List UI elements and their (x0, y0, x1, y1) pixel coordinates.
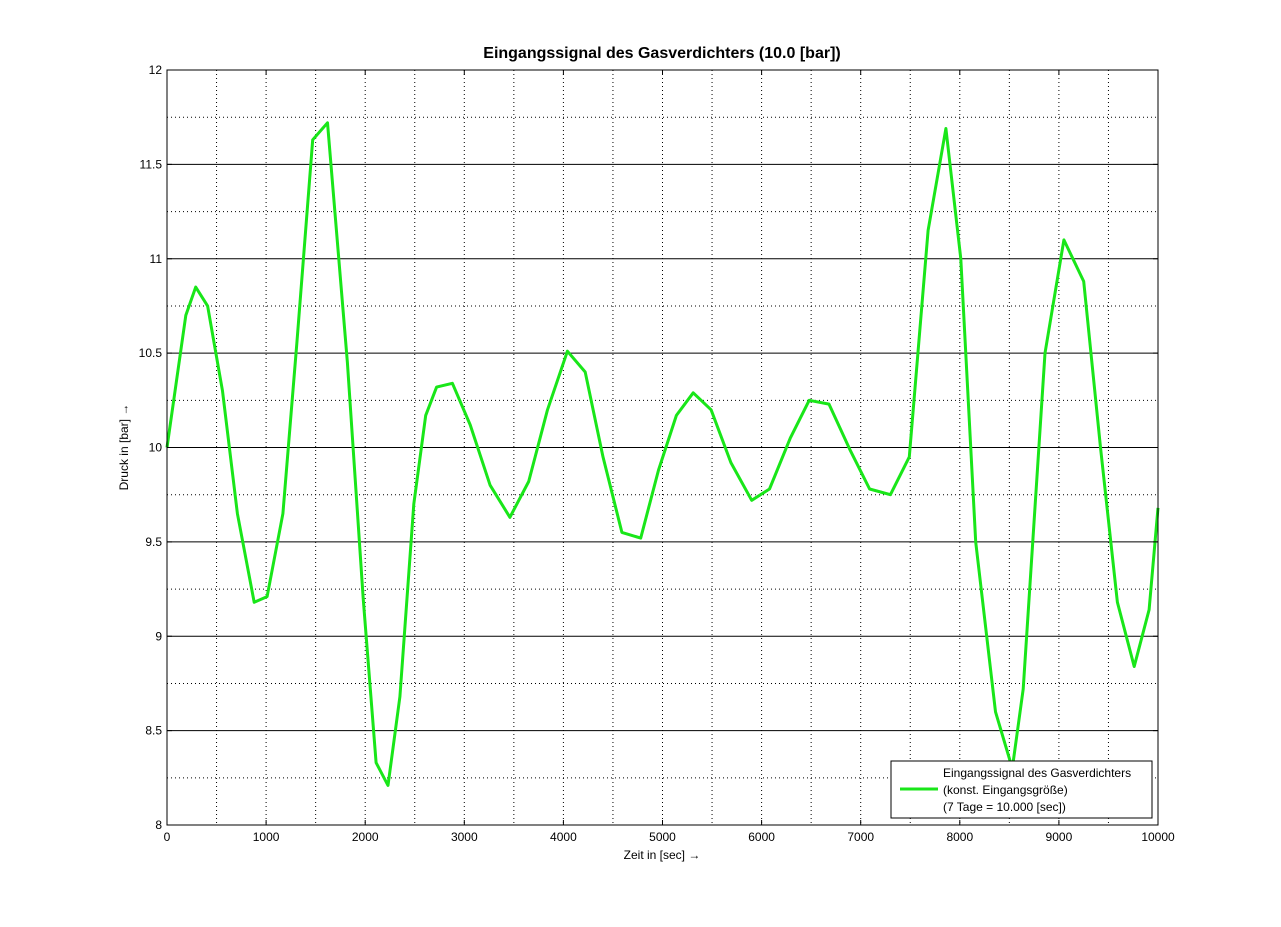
x-axis-ticks: 0 1000 2000 3000 4000 5000 6000 7000 8000 9000 100… (164, 70, 1175, 844)
x-tick-label: 7000 (847, 830, 874, 844)
x-tick-label: 9000 (1046, 830, 1073, 844)
y-tick-label: 10.5 (139, 346, 163, 360)
x-tick-label: 8000 (946, 830, 973, 844)
legend-entry-line-1: Eingangssignal des Gasverdichters (943, 766, 1131, 780)
y-axis-ticks: 8 8.5 9 9.5 10 10.5 11 11.5 12 (139, 63, 1158, 832)
y-tick-label: 9.5 (145, 535, 162, 549)
x-tick-label: 4000 (550, 830, 577, 844)
y-tick-label: 12 (149, 63, 163, 77)
y-axis-label: Druck in [bar] → (117, 404, 131, 491)
x-axis-label: Zeit in [sec] → (624, 848, 701, 862)
y-tick-label: 11 (150, 252, 163, 266)
legend: Eingangssignal des Gasverdichters (konst… (890, 760, 1153, 819)
x-tick-label: 1000 (253, 830, 280, 844)
y-tick-label: 9 (155, 629, 162, 643)
x-tick-label: 5000 (649, 830, 676, 844)
x-tick-label: 2000 (352, 830, 379, 844)
y-tick-label: 8 (155, 818, 162, 832)
legend-entry-line-3: (7 Tage = 10.000 [sec]) (943, 800, 1066, 814)
x-tick-label: 10000 (1141, 830, 1175, 844)
series-layer (165, 121, 1160, 787)
legend-entry-line-2: (konst. Eingangsgröße) (943, 783, 1068, 797)
y-tick-label: 10 (149, 441, 163, 455)
x-tick-label: 3000 (451, 830, 478, 844)
series-line (165, 121, 1160, 787)
x-tick-label: 0 (164, 830, 171, 844)
x-tick-label: 6000 (748, 830, 775, 844)
major-grid (167, 163, 1158, 732)
y-tick-label: 11.5 (140, 157, 163, 171)
y-tick-label: 8.5 (145, 724, 162, 738)
chart-title: Eingangssignal des Gasverdichters (10.0 … (483, 45, 840, 62)
